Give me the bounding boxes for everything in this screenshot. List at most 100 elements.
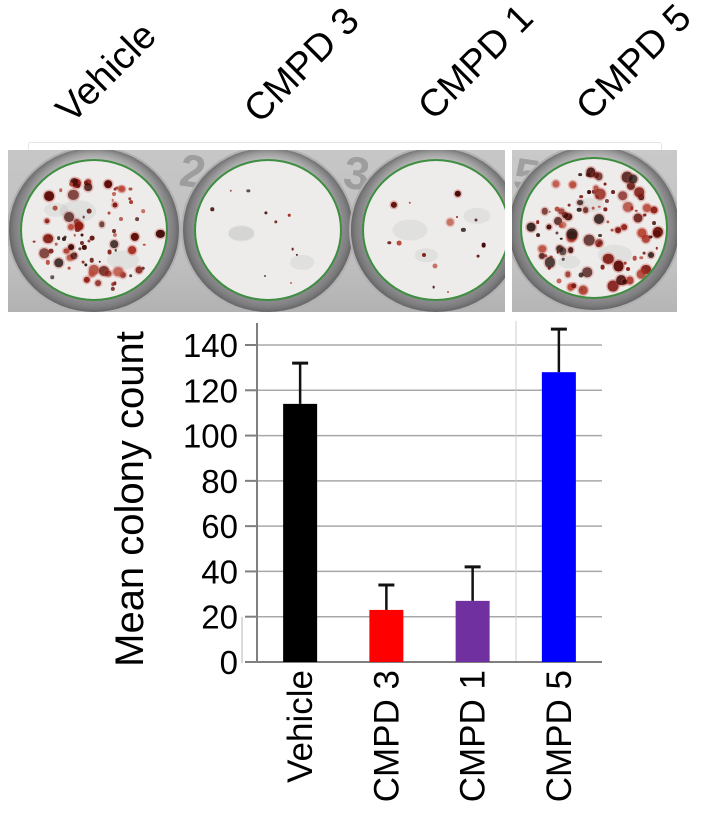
- colony-dot: [98, 265, 110, 276]
- colony-dot: [571, 283, 577, 289]
- dish-agar: [194, 159, 342, 301]
- x-category-label-vehicle: Vehicle: [281, 670, 320, 783]
- colony-dot: [432, 263, 438, 269]
- agar-smudge: [107, 250, 140, 270]
- colony-dot: [547, 266, 551, 270]
- colony-dot: [114, 186, 119, 190]
- colony-dot: [554, 216, 563, 225]
- colony-dot: [592, 207, 595, 210]
- colony-dot: [594, 188, 606, 200]
- bar-cmpd-5: [541, 372, 576, 662]
- colony-dot: [555, 231, 559, 235]
- colony-dot: [628, 174, 638, 184]
- colony-dot: [61, 237, 66, 242]
- colony-dot: [56, 236, 61, 241]
- colony-dot: [79, 241, 85, 246]
- y-axis-title: Mean colony count: [108, 331, 152, 667]
- colony-dot: [559, 237, 563, 240]
- dish-label-cmpd1: CMPD 1: [410, 0, 542, 129]
- colony-dot: [83, 180, 88, 185]
- colony-dot: [642, 251, 646, 255]
- colony-dot: [446, 290, 449, 293]
- colony-dot: [561, 257, 565, 261]
- colony-dot: [50, 275, 54, 279]
- colony-dot: [396, 240, 402, 246]
- colony-dot: [110, 286, 115, 291]
- y-tick-label-0: 0: [220, 644, 238, 681]
- colony-dot: [536, 232, 541, 237]
- colony-dot: [63, 248, 70, 254]
- colony-dot: [621, 171, 633, 183]
- colony-dot: [558, 208, 564, 215]
- colony-dot: [67, 266, 71, 270]
- petri-dish-vehicle: [9, 150, 179, 312]
- dish-label-cmpd5: CMPD 5: [568, 0, 700, 129]
- colony-dot: [635, 209, 638, 212]
- colony-dot: [70, 177, 79, 186]
- colony-dot: [591, 189, 597, 195]
- colony-dot: [143, 243, 146, 246]
- colony-dot: [613, 260, 624, 272]
- dish-agar: [520, 157, 668, 299]
- colony-dot: [585, 167, 596, 178]
- colony-count-bar-chart: 0 20 40 60 80 100 120 140 Vehicle CMPD 3 CMPD 1 CMP…: [108, 321, 602, 802]
- colony-dot: [128, 273, 133, 278]
- colony-dot: [643, 213, 647, 217]
- colony-dot: [622, 279, 628, 285]
- colony-dot: [577, 199, 584, 206]
- colony-dot: [69, 182, 74, 186]
- petri-dish-cmpd-5: [512, 150, 677, 310]
- colony-dot: [578, 172, 582, 177]
- colony-dot: [454, 190, 461, 198]
- colony-dot: [598, 205, 601, 208]
- colony-dot: [264, 211, 268, 215]
- y-tick-label-120: 120: [183, 372, 238, 409]
- colony-dot: [408, 201, 411, 205]
- agar-smudge: [228, 225, 255, 241]
- colony-dot: [476, 254, 480, 258]
- colony-dot: [642, 234, 651, 244]
- colony-dot: [119, 272, 126, 279]
- colony-dot: [68, 244, 74, 251]
- colony-dot: [114, 248, 117, 252]
- agar-smudge: [392, 219, 428, 241]
- y-tick-label-20: 20: [201, 599, 238, 636]
- colony-dot: [610, 190, 615, 195]
- colony-dot: [287, 213, 291, 217]
- colony-dot: [648, 251, 655, 258]
- colony-dot: [556, 250, 559, 254]
- dish-agar: [362, 159, 505, 301]
- bar-cmpd-1: [455, 600, 490, 662]
- colony-dot: [75, 183, 80, 188]
- colony-dot: [623, 201, 634, 212]
- colony-dot: [558, 247, 567, 256]
- colony-dot: [89, 257, 95, 263]
- colony-dot: [141, 209, 146, 214]
- colony-dot: [67, 223, 74, 230]
- petri-dish-cmpd-3: [183, 150, 353, 312]
- colony-dot: [583, 234, 595, 246]
- colony-dot: [554, 206, 560, 212]
- colony-dot: [422, 253, 427, 258]
- colony-dot: [44, 191, 55, 202]
- colony-dot: [95, 280, 101, 287]
- colony-dot: [48, 235, 51, 239]
- colony-dot: [87, 239, 91, 243]
- colony-dot: [45, 260, 50, 265]
- colony-dot: [625, 266, 630, 271]
- colony-dot: [80, 233, 84, 237]
- colony-dot: [387, 240, 392, 245]
- colony-dot: [576, 207, 582, 213]
- colony-dot: [626, 276, 634, 284]
- colony-dot: [53, 258, 64, 268]
- colony-dot: [229, 189, 233, 193]
- colony-dot: [113, 188, 117, 191]
- colony-dot: [598, 233, 603, 238]
- colony-dot: [112, 202, 118, 208]
- colony-dot: [78, 247, 82, 251]
- colony-dot: [111, 229, 116, 234]
- colony-dot: [637, 228, 647, 238]
- colony-dot: [567, 247, 574, 254]
- colony-dot: [74, 221, 84, 231]
- colony-dot: [593, 214, 604, 225]
